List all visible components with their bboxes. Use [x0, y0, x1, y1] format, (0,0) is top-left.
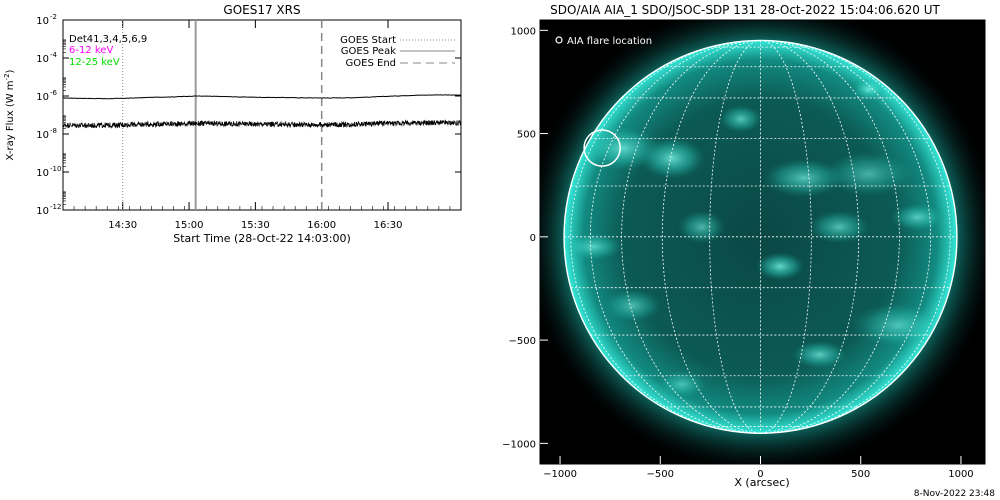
aia-legend-circle-icon [555, 36, 563, 44]
legend-goes-end: GOES End [346, 58, 396, 69]
goes-x-tick-label-2: 15:30 [241, 220, 270, 231]
aia-footer-timestamp: 8-Nov-2022 23:48 [914, 489, 996, 499]
legend-band-high: 12-25 keV [69, 57, 120, 68]
goes-series-line-0 [63, 94, 461, 100]
flare-location-marker [583, 129, 621, 167]
goes-y-tick-exp-2: -8 [50, 127, 57, 135]
aia-x-tick-label-1: −500 [647, 469, 674, 480]
aia-x-axis: −1000 −500 0 500 1000 [543, 456, 974, 480]
goes-y-tick-exp-3: -6 [50, 89, 58, 97]
solar-limb [563, 39, 958, 434]
aia-x-tick-label-3: 500 [851, 469, 870, 480]
goes-y-axis-label-base: X-ray Flux (W m [5, 80, 16, 160]
aia-y-tick-label-2: 0 [530, 233, 536, 244]
legend-detectors: Det41,3,4,5,6,9 [69, 34, 147, 45]
goes-x-axis-label: Start Time (28-Oct-22 14:03:00) [173, 232, 351, 245]
goes-y-axis-label-exp: -2 [3, 73, 11, 80]
legend-goes-peak: GOES Peak [341, 46, 396, 57]
aia-x-tick-label-0: −1000 [543, 469, 577, 480]
aia-y-tick-label-0: −1000 [502, 439, 536, 450]
aia-x-tick-label-2: 0 [757, 469, 763, 480]
aia-title: SDO/AIA AIA_1 SDO/JSOC-SDP 131 28-Oct-20… [550, 3, 940, 17]
aia-y-tick-label-4: 1000 [511, 26, 536, 37]
goes-plot-frame [62, 19, 462, 211]
legend-band-low: 6-12 keV [69, 45, 113, 56]
goes-y-tick-exp-0: -12 [50, 203, 61, 211]
aia-y-tick-label-1: −500 [509, 336, 536, 347]
goes-y-axis-label: X-ray Flux (W m-2) [3, 69, 16, 160]
goes-y-tick-label-1: 10 [36, 168, 49, 179]
goes-x-tick-label-1: 15:00 [175, 220, 204, 231]
goes-series [63, 94, 461, 129]
goes-y-axis-label-close: ) [5, 69, 16, 73]
goes-series-line-1 [63, 119, 461, 129]
goes-y-tick-exp-1: -10 [50, 165, 61, 173]
goes-y-tick-label-5: 10 [36, 16, 49, 27]
goes-title: GOES17 XRS [223, 3, 300, 17]
goes-y-tick-label-4: 10 [36, 54, 49, 65]
goes-y-tick-label-2: 10 [36, 130, 49, 141]
goes-x-tick-label-3: 16:00 [307, 220, 336, 231]
goes-y-tick-exp-5: -2 [50, 13, 57, 21]
solar-active-regions [564, 78, 945, 398]
aia-x-axis-label: X (arcsec) [734, 476, 789, 489]
goes-y-tick-label-0: 10 [36, 206, 49, 217]
aia-x-tick-label-4: 1000 [948, 469, 973, 480]
aia-y-tick-label-3: 500 [517, 130, 536, 141]
goes-x-axis: 14:30 15:00 15:30 16:00 16:30 [62, 20, 462, 231]
legend-goes-start: GOES Start [340, 35, 396, 46]
aia-legend-label: AIA flare location [567, 36, 652, 47]
goes-x-tick-label-0: 14:30 [108, 220, 137, 231]
heliographic-grid [564, 39, 957, 434]
aia-y-axis: −1000 −500 0 500 1000 [502, 26, 548, 450]
goes-y-tick-label-3: 10 [36, 92, 49, 103]
goes-y-tick-exp-4: -4 [50, 51, 58, 59]
goes-x-tick-label-4: 16:30 [374, 220, 403, 231]
aia-plot-frame [539, 19, 986, 465]
aia-panel: SDO/AIA AIA_1 SDO/JSOC-SDP 131 28-Oct-20… [502, 3, 996, 499]
goes-event-markers [122, 20, 323, 210]
